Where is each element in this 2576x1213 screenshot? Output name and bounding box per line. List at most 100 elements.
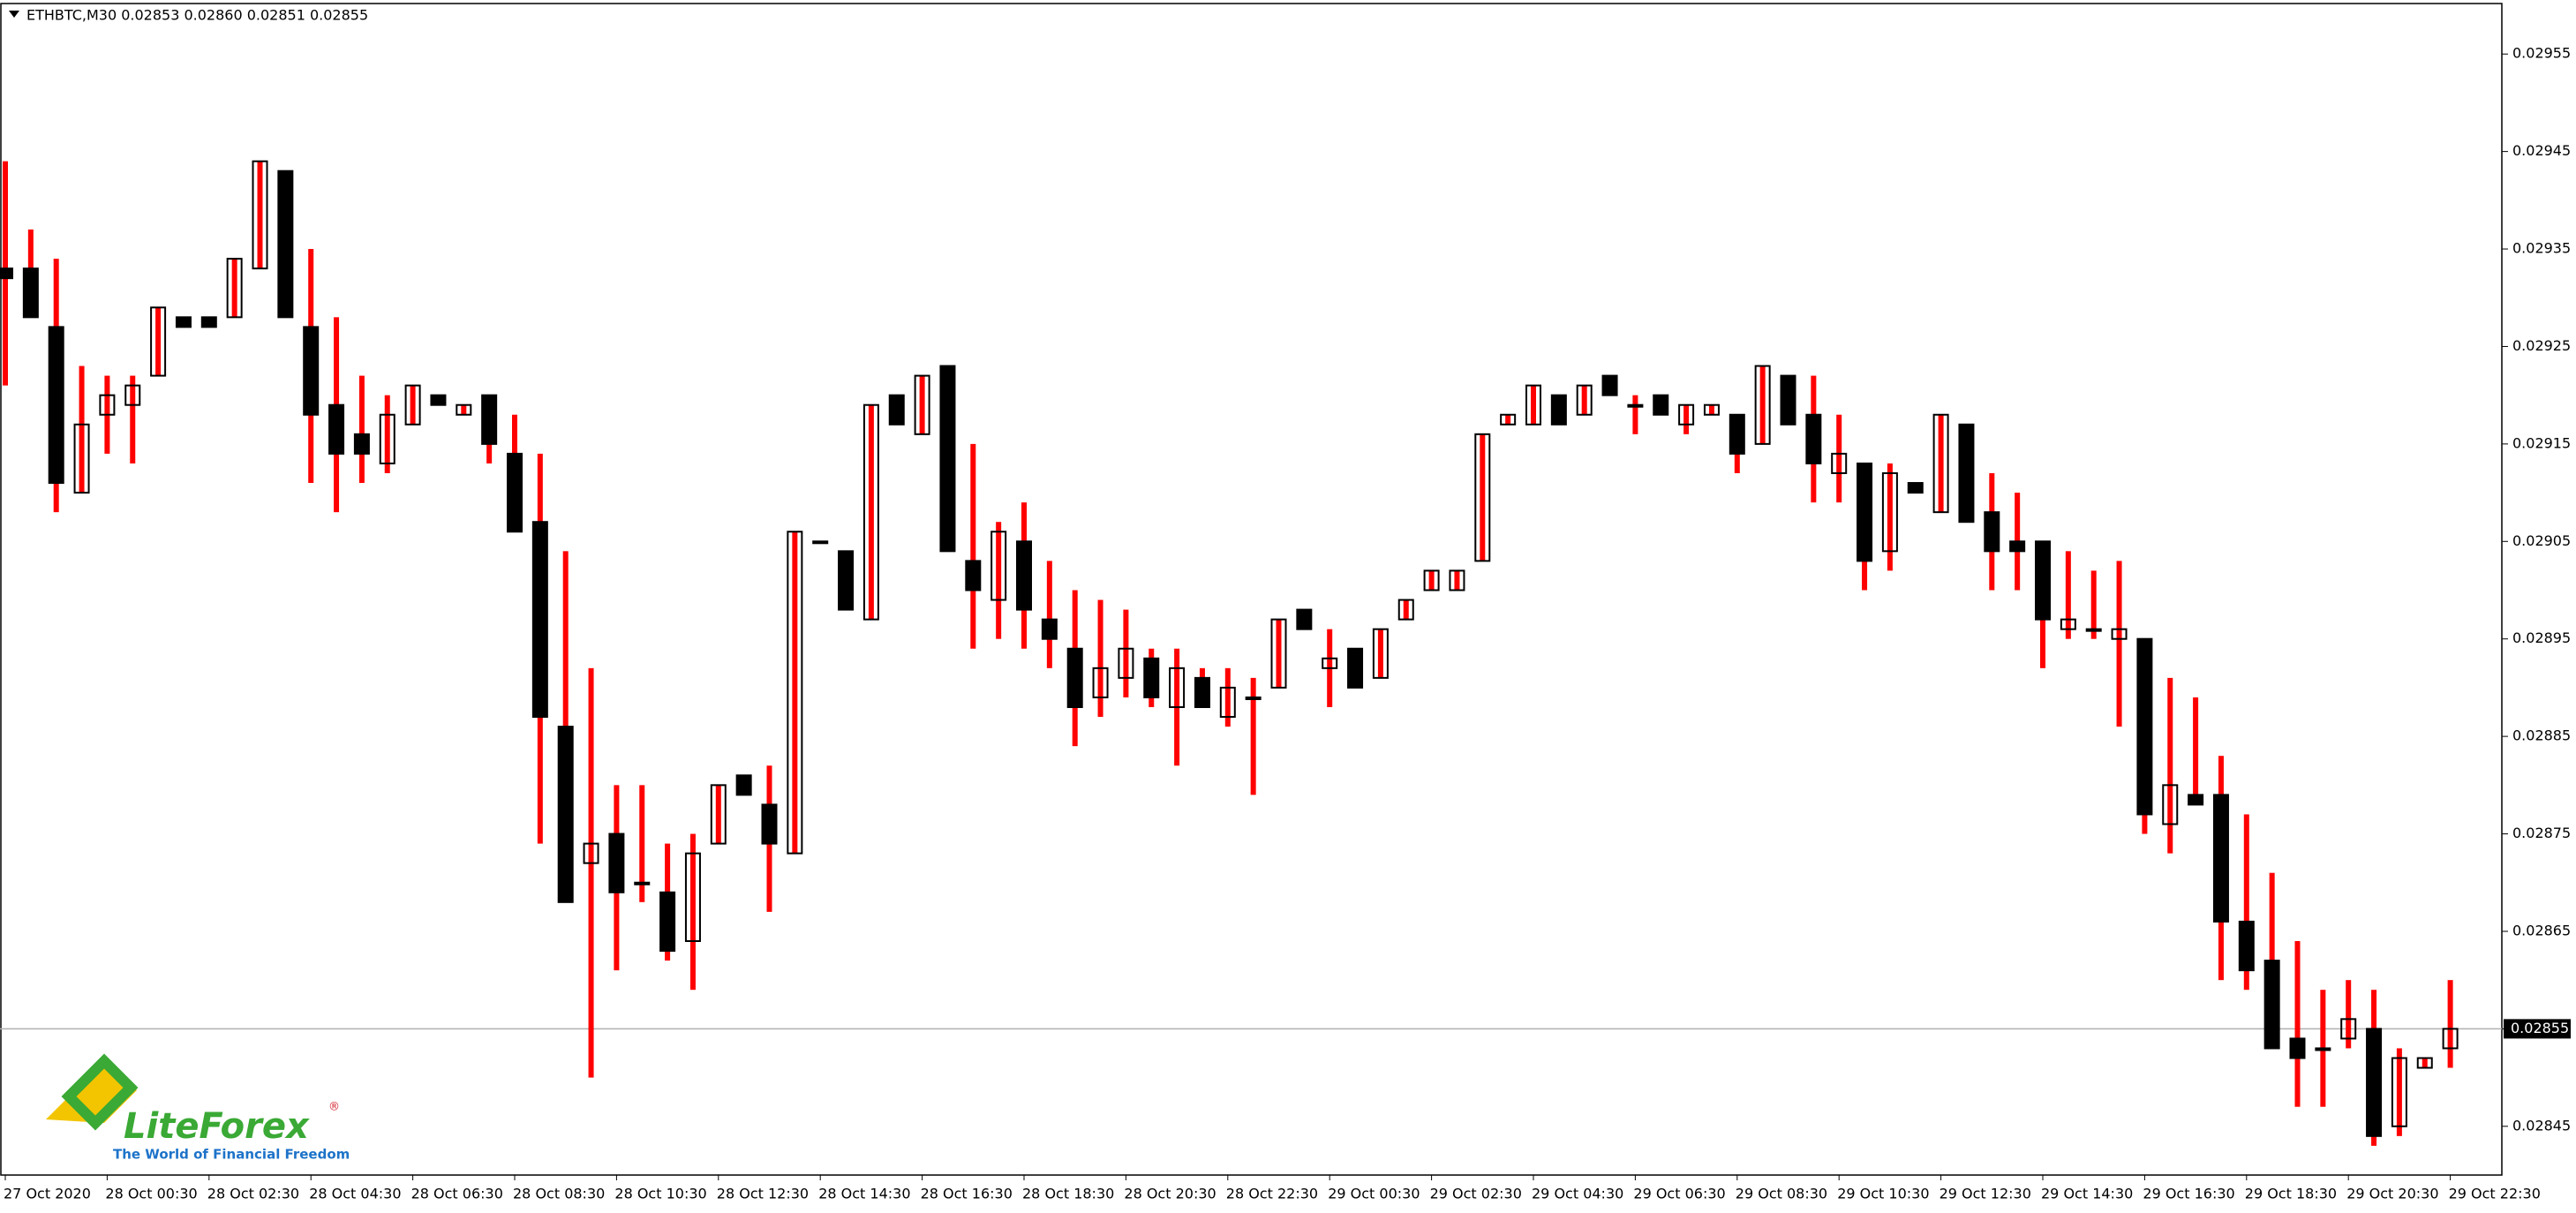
candle-body	[2416, 1057, 2433, 1069]
candle-wick	[2294, 941, 2301, 1107]
candle-body	[481, 394, 498, 445]
x-tick-label: 28 Oct 18:30	[1022, 1186, 1114, 1202]
candle-wick	[155, 307, 162, 376]
candle-wick	[996, 522, 1002, 639]
candle-body	[990, 531, 1007, 601]
candle-body	[379, 413, 395, 464]
y-tick-label: 0.02845	[2512, 1117, 2571, 1134]
candle-wick	[2116, 561, 2122, 727]
y-tick-label: 0.02865	[2512, 922, 2571, 938]
candle-wick	[1454, 570, 1460, 591]
candle-body	[1169, 667, 1186, 708]
x-tick-label: 29 Oct 08:30	[1736, 1186, 1827, 1202]
candle-wick	[588, 667, 594, 1078]
candle-body	[2060, 618, 2076, 630]
logo-registered: ®	[328, 1101, 340, 1114]
x-tick-label: 28 Oct 06:30	[411, 1186, 503, 1202]
candle-body	[2162, 784, 2179, 825]
candle-wick	[1377, 629, 1383, 678]
candle-wick	[2422, 1058, 2428, 1068]
candle-wick	[689, 833, 696, 991]
candle-body	[328, 403, 345, 455]
candle-body	[404, 384, 421, 426]
x-tick-label: 28 Oct 16:30	[921, 1186, 1013, 1202]
x-tick-label: 29 Oct 06:30	[1633, 1186, 1725, 1202]
candle-wick	[792, 531, 798, 854]
candle-body	[99, 394, 116, 416]
candle-body	[1729, 413, 1745, 455]
y-tick-label: 0.02915	[2512, 434, 2571, 451]
candle-wick	[1224, 667, 1231, 727]
x-tick-label: 28 Oct 00:30	[105, 1186, 197, 1202]
x-tick-label: 29 Oct 18:30	[2245, 1186, 2337, 1202]
candle-wick	[1581, 385, 1587, 415]
candle-body	[200, 316, 217, 328]
candle-body	[914, 374, 930, 435]
candle-wick	[715, 785, 721, 844]
candle-wick	[1403, 599, 1409, 620]
candle-body	[862, 403, 879, 621]
candle-body	[2085, 628, 2102, 632]
candle-body	[507, 452, 523, 533]
candle-body	[1219, 686, 1236, 719]
candle-wick	[384, 395, 390, 473]
x-tick-label: 28 Oct 10:30	[614, 1186, 706, 1202]
candle-wick	[410, 385, 416, 425]
candle-body	[1474, 433, 1491, 562]
candle-wick	[358, 375, 365, 484]
candle-body	[761, 803, 778, 845]
logo-mark-green	[61, 1053, 139, 1131]
last-price-box	[2504, 1019, 2571, 1039]
candle-wick	[1836, 414, 1842, 503]
candle-body	[1296, 608, 1313, 630]
candle-wick	[257, 161, 263, 269]
candle-wick	[2447, 980, 2453, 1068]
candle-body	[1423, 569, 1440, 591]
candle-wick	[1428, 570, 1435, 591]
candle-body	[1092, 667, 1109, 698]
candle-wick	[1759, 365, 1766, 444]
x-tick-label: 29 Oct 12:30	[1940, 1186, 2031, 1202]
x-tick-label: 28 Oct 22:30	[1226, 1186, 1318, 1202]
chart-header: ETHBTC,M30 0.02853 0.02860 0.02851 0.028…	[26, 7, 368, 24]
candle-wick	[1887, 463, 1893, 571]
last-price-label: 0.02855	[2511, 1020, 2569, 1036]
candle-wick	[2193, 697, 2199, 805]
candle-body	[2009, 540, 2026, 553]
y-tick-label: 0.02885	[2512, 727, 2571, 744]
candle-wick	[130, 375, 136, 463]
candle-wick	[1097, 599, 1103, 718]
x-tick-label: 28 Oct 14:30	[818, 1186, 910, 1202]
candle-body	[456, 403, 472, 416]
candle-body	[710, 784, 727, 845]
candle-body	[787, 531, 803, 855]
candle-body	[608, 833, 625, 893]
candle-body	[353, 433, 370, 455]
x-tick-label: 29 Oct 22:30	[2449, 1186, 2541, 1202]
candle-body	[2315, 1047, 2331, 1051]
candle-body	[1754, 365, 1771, 445]
candle-body	[735, 774, 752, 796]
logo: LiteForex ® The World of Financial Freed…	[46, 1053, 350, 1163]
y-tick-label: 0.02905	[2512, 532, 2571, 549]
candle-body	[1449, 569, 1465, 591]
candle-wick	[231, 259, 237, 318]
candle-body	[1245, 696, 1262, 700]
candle-body	[634, 881, 651, 885]
candle-body	[303, 326, 320, 416]
candle-body	[888, 394, 905, 426]
candle-body	[531, 521, 548, 719]
candle-body	[0, 267, 13, 280]
candle-body	[1066, 647, 1083, 708]
candle-body	[1881, 472, 1898, 553]
candle-body	[150, 306, 167, 377]
candle-wick	[2090, 570, 2097, 639]
candle-body	[277, 170, 294, 319]
candle-body	[1780, 374, 1796, 426]
candle-body	[659, 891, 676, 953]
candle-body	[965, 560, 982, 591]
menu-arrow[interactable]	[9, 11, 19, 18]
candle-body	[1805, 413, 1822, 464]
candle-body	[22, 267, 39, 319]
